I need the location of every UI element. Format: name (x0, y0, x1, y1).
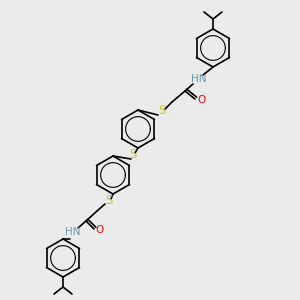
Text: S: S (105, 194, 113, 208)
Text: S: S (129, 148, 137, 161)
Text: S: S (158, 104, 166, 118)
Text: HN: HN (191, 74, 207, 84)
Text: O: O (95, 225, 103, 235)
Text: O: O (197, 95, 205, 105)
Text: HN: HN (65, 227, 81, 237)
